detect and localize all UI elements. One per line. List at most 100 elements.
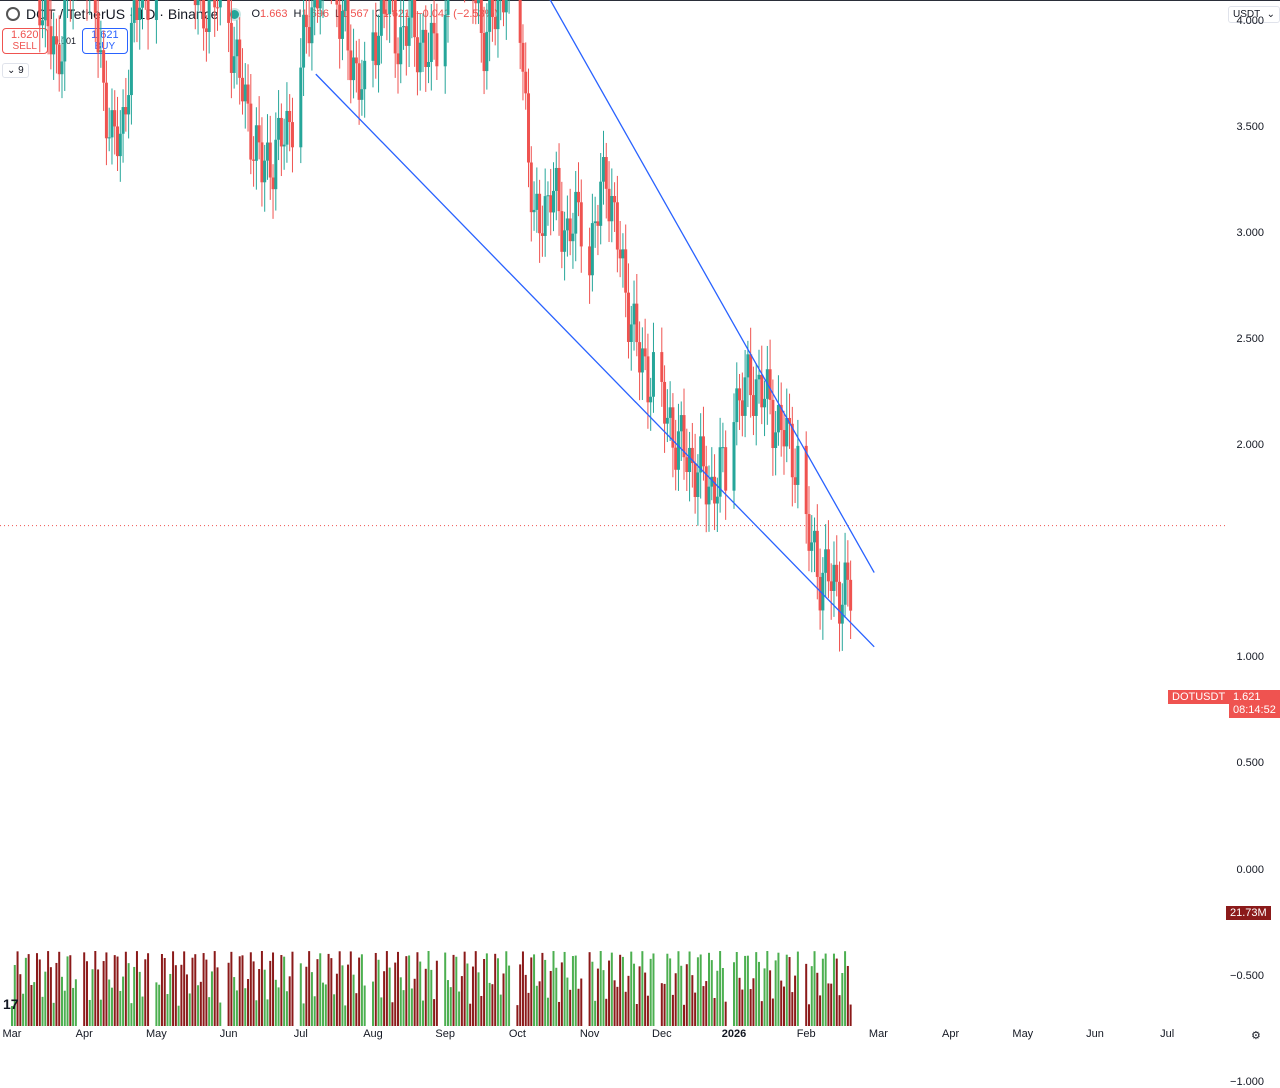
volume-bar (544, 959, 547, 1026)
sell-button[interactable]: 1.620 SELL (2, 28, 48, 54)
buy-button[interactable]: 1.621 BUY (82, 28, 128, 54)
volume-bar (127, 963, 130, 1026)
volume-bar (785, 954, 788, 1026)
volume-bar (241, 955, 244, 1026)
symbol-title[interactable]: DOT / TetherUS · 1D · Binance (26, 6, 219, 22)
volume-bar (505, 951, 508, 1026)
currency-select[interactable]: USDT ⌄ (1228, 6, 1280, 23)
volume-bar (94, 951, 97, 1026)
volume-bar (766, 951, 769, 1026)
candle-body (565, 218, 569, 231)
candle-body (232, 56, 236, 73)
candle-body (649, 396, 653, 403)
volume-bar (172, 951, 175, 1026)
volume-bar (177, 1005, 180, 1026)
volume-bar (466, 963, 469, 1026)
candle-body (371, 32, 375, 61)
candle-body (568, 218, 572, 242)
candle-body (429, 22, 433, 62)
buy-price: 1.621 (91, 29, 119, 41)
volume-bar (244, 988, 247, 1026)
trade-panel: 1.620 SELL 0.001 1.621 BUY (2, 28, 128, 54)
symbol-icon[interactable] (6, 7, 20, 21)
candle-body (538, 193, 542, 234)
volume-bar (216, 967, 219, 1026)
last-price-tag: 1.621 08:14:52 (1229, 690, 1280, 718)
volume-bar (74, 979, 77, 1026)
candle-body (626, 292, 630, 342)
volume-bar (710, 960, 713, 1026)
volume-bar (455, 956, 458, 1026)
volume-bar (238, 956, 241, 1026)
volume-bar (233, 977, 236, 1026)
candle-body (576, 191, 580, 203)
ohlc-label-1: H (293, 8, 302, 20)
candle-body (763, 398, 767, 408)
candle-body (699, 436, 703, 473)
candle-body (743, 377, 747, 416)
volume-bar (138, 971, 141, 1026)
volume-bar (663, 983, 666, 1026)
candle-body (682, 415, 686, 458)
gear-icon[interactable]: ⚙ (1251, 1030, 1261, 1042)
candle-body (754, 379, 758, 416)
volume-bar (688, 951, 691, 1026)
time-tick-label: Feb (796, 1028, 816, 1040)
volume-bar (724, 1001, 727, 1026)
bar-countdown: 08:14:52 (1233, 704, 1276, 716)
candle-body (307, 27, 311, 44)
price-chart[interactable] (0, 0, 1280, 1039)
volume-bar (627, 975, 630, 1026)
volume-bar (746, 955, 749, 1026)
candle-body (688, 447, 692, 473)
volume-bar (749, 989, 752, 1026)
price-tick-label: 0.500 (1236, 757, 1264, 770)
volume-bar (410, 988, 413, 1026)
volume-bar (577, 988, 580, 1026)
sell-label: SELL (12, 41, 37, 52)
candle-body (118, 133, 122, 157)
tradingview-logo[interactable]: 17 (3, 996, 19, 1012)
candle-body (363, 60, 367, 90)
candle-body (807, 514, 811, 551)
volume-bar (491, 984, 494, 1026)
volume-bar (335, 973, 338, 1026)
candle-body (774, 432, 778, 449)
volume-bar (85, 961, 88, 1026)
candle-body (615, 202, 619, 250)
volume-bar (141, 996, 144, 1026)
volume-bar (458, 991, 461, 1026)
indicators-toggle-button[interactable]: ⌄ 9 (2, 63, 29, 78)
candle-body (399, 27, 403, 65)
candle-body (204, 28, 208, 32)
volume-bar (444, 952, 447, 1026)
candle-body (738, 388, 742, 401)
candle-body (129, 22, 133, 96)
time-tick-label: Jun (219, 1028, 238, 1040)
volume-bar (227, 962, 230, 1026)
time-tick-label: Aug (363, 1028, 383, 1040)
volume-bar (263, 969, 266, 1026)
trendline-upper (549, 0, 875, 573)
volume-bar (91, 969, 94, 1026)
volume-bar (849, 1004, 852, 1026)
time-tick-label: Nov (579, 1028, 600, 1040)
volume-bar (202, 953, 205, 1026)
candle-body (843, 562, 847, 605)
candle-body (740, 400, 744, 416)
volume-bar (135, 951, 138, 1026)
ohlc-value-2: 1.567 (341, 8, 369, 20)
volume-bar (105, 952, 108, 1026)
volume-bar (694, 992, 697, 1026)
candle-body (127, 95, 131, 115)
volume-bar (508, 965, 511, 1026)
candle-body (849, 579, 853, 611)
candle-body (751, 395, 755, 416)
candle-body (776, 404, 780, 433)
volume-bar (316, 959, 319, 1026)
volume-bar (102, 961, 105, 1026)
volume-bar (671, 994, 674, 1026)
volume-bar (813, 951, 816, 1026)
candle-body (302, 14, 306, 68)
volume-bar (638, 966, 641, 1026)
